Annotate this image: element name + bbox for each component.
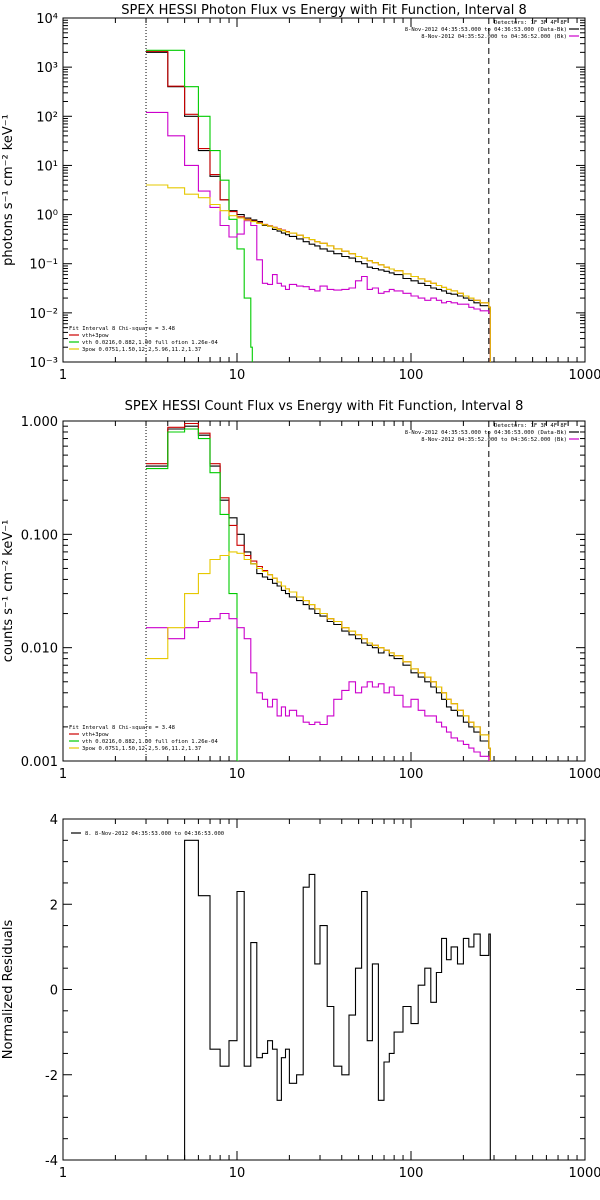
legend-fit: Fit Interval 8 Chi-square = 3.48vth+3pow… xyxy=(69,326,218,353)
y-tick-label: 10³ xyxy=(36,61,58,76)
y-tick-label: 10⁻¹ xyxy=(29,258,58,273)
y-axis: -4 -2 0 2 4 xyxy=(45,813,585,1169)
x-axis: 1 10 100 1000 xyxy=(59,421,600,782)
series-group xyxy=(145,421,491,761)
legend-fit-header: Fit Interval 8 Chi-square = 3.48 xyxy=(69,725,175,731)
legend-fit: Fit Interval 8 Chi-square = 3.48vth+3pow… xyxy=(69,725,218,752)
chart-panel-2: SPEX HESSI Count Flux vs Energy with Fit… xyxy=(1,399,600,782)
legend-detectors: Detectors: 1F 3F 4F 8F8-Nov-2012 04:35:5… xyxy=(405,423,579,443)
legend-entry: vth+3pow xyxy=(82,732,109,738)
y-axis: 0.001 0.010 0.100 1.000 xyxy=(21,415,585,770)
chart-title: SPEX HESSI Count Flux vs Energy with Fit… xyxy=(125,399,524,414)
x-tick-label: 100 xyxy=(399,368,424,383)
x-tick-label: 1000 xyxy=(568,1166,600,1181)
legend-entry: 3pow 0.0751,1.50,12.2,5.96,11.2,1.37 xyxy=(82,347,201,353)
plot-frame xyxy=(62,17,586,363)
legend-entry: 8. 8-Nov-2012 04:35:53.000 to 04:36:53.0… xyxy=(85,831,224,837)
y-axis-label: photons s⁻¹ cm⁻² keV⁻¹ xyxy=(1,114,16,266)
data-series-4 xyxy=(146,111,491,362)
y-tick-label: -4 xyxy=(45,1154,58,1169)
legend-entry: 3pow 0.0751,1.50,12.2,5.96,11.2,1.37 xyxy=(82,746,201,752)
legend-detectors: Detectors: 1F 3F 4F 8F8-Nov-2012 04:35:5… xyxy=(405,20,579,40)
x-tick-label: 10 xyxy=(229,767,246,782)
data-series-3 xyxy=(146,49,253,362)
y-tick-label: 10⁻³ xyxy=(29,356,58,371)
x-tick-label: 1 xyxy=(59,767,67,782)
chart-title: SPEX HESSI Photon Flux vs Energy with Fi… xyxy=(121,3,527,18)
y-axis-label: counts s⁻¹ cm⁻² keV⁻¹ xyxy=(1,520,16,663)
y-tick-label: 0.010 xyxy=(21,642,58,657)
x-tick-label: 1 xyxy=(59,1166,67,1181)
y-axis-label: Normalized Residuals xyxy=(1,920,16,1060)
y-tick-label: 10⁴ xyxy=(36,12,58,27)
legend-entry: 8-Nov-2012 04:35:53.000 to 04:36:53.000 … xyxy=(405,27,567,33)
data-series-1 xyxy=(146,51,491,362)
data-series-4 xyxy=(146,612,491,761)
legend-fit-header: Fit Interval 8 Chi-square = 3.48 xyxy=(69,326,175,332)
data-series-2 xyxy=(146,50,491,362)
x-tick-label: 100 xyxy=(399,1166,424,1181)
y-tick-label: 0.001 xyxy=(21,755,58,770)
x-tick-label: 10 xyxy=(229,1166,246,1181)
chart-panel-3: 1 10 100 1000 -4 -2 0 2 4 Normalized Residuals 8. … xyxy=(1,813,600,1181)
x-axis: 1 10 100 1000 xyxy=(59,18,600,383)
x-tick-label: 1 xyxy=(59,368,67,383)
y-tick-label: 10² xyxy=(36,110,58,125)
series-group xyxy=(145,18,491,362)
data-series-5 xyxy=(146,184,491,362)
chart-panel-1: SPEX HESSI Photon Flux vs Energy with Fi… xyxy=(1,3,600,383)
x-axis: 1 10 100 1000 xyxy=(59,819,600,1181)
y-tick-label: 2 xyxy=(50,898,58,913)
data-series-3 xyxy=(146,428,239,761)
y-tick-label: 10⁻² xyxy=(29,307,58,322)
plot-frame xyxy=(62,420,586,762)
x-tick-label: 100 xyxy=(399,767,424,782)
legend-header: Detectors: 1F 3F 4F 8F xyxy=(494,20,567,26)
plot-frame xyxy=(62,818,586,1161)
y-tick-label: 10¹ xyxy=(36,159,58,174)
y-tick-label: -2 xyxy=(45,1069,58,1084)
data-series-2 xyxy=(146,422,491,761)
x-tick-label: 1000 xyxy=(568,767,600,782)
y-tick-label: 0 xyxy=(50,984,58,999)
legend-entry: vth 0.0216,0.882,1.00 full ofion 1.26e-0… xyxy=(82,739,218,745)
legend-header: Detectors: 1F 3F 4F 8F xyxy=(494,423,567,429)
y-tick-label: 4 xyxy=(50,813,58,828)
data-series-1 xyxy=(146,839,491,1160)
legend-entry: vth 0.0216,0.882,1.00 full ofion 1.26e-0… xyxy=(82,340,218,346)
y-tick-label: 0.100 xyxy=(21,528,58,543)
legend-residual: 8. 8-Nov-2012 04:35:53.000 to 04:36:53.0… xyxy=(71,831,224,837)
y-axis: 10⁻³ 10⁻² 10⁻¹ 10⁰ 10¹ 10² 10³ 10⁴ xyxy=(29,12,585,371)
legend-entry: 8-Nov-2012 04:35:52.000 to 04:36:52.000 … xyxy=(421,437,567,443)
data-series-1 xyxy=(146,425,491,761)
x-tick-label: 1000 xyxy=(568,368,600,383)
y-tick-label: 1.000 xyxy=(21,415,58,430)
legend-entry: vth+3pow xyxy=(82,333,109,339)
data-series-5 xyxy=(146,551,491,761)
series-group xyxy=(146,839,491,1160)
x-tick-label: 10 xyxy=(229,368,246,383)
legend-entry: 8-Nov-2012 04:35:52.000 to 04:36:52.000 … xyxy=(421,34,567,40)
legend-entry: 8-Nov-2012 04:35:53.000 to 04:36:53.000 … xyxy=(405,430,567,436)
y-tick-label: 10⁰ xyxy=(36,209,58,224)
